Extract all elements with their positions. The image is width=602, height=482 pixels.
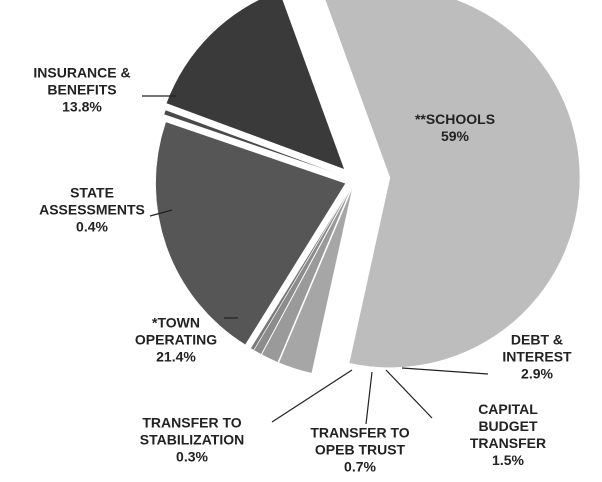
category-label: TRANSFER TO OPEB TRUST: [310, 424, 410, 458]
slice-label: **SCHOOLS 59%: [415, 111, 495, 145]
pie-slice: [253, 186, 352, 355]
category-label: TRANSFER TO STABILIZATION: [139, 414, 245, 448]
slice-label: TRANSFER TO OPEB TRUST 0.7%: [310, 425, 409, 476]
category-label: *TOWN OPERATING: [134, 314, 218, 348]
slice-label: *TOWN OPERATING 21.4%: [135, 315, 217, 366]
value-label: 21.4%: [156, 348, 196, 365]
leader-line: [401, 367, 489, 375]
leader-line: [271, 369, 353, 423]
pie-slice: [165, 0, 345, 170]
value-label: 0.4%: [76, 218, 108, 235]
leader-line: [385, 369, 433, 419]
pie-slice: [278, 187, 353, 374]
value-label: 59%: [440, 128, 470, 144]
pie-slice: [250, 186, 352, 351]
slice-label: INSURANCE & BENEFITS 13.8%: [33, 65, 130, 116]
category-label: DEBT & INTEREST: [502, 331, 572, 365]
pie-slice: [163, 109, 344, 177]
value-label: 0.3%: [176, 448, 208, 465]
value-label: 1.5%: [492, 452, 524, 468]
pie-slice: [324, 0, 581, 368]
pie-slice: [261, 187, 352, 363]
slice-label: STATE ASSESSMENTS 0.4%: [39, 185, 145, 236]
slice-label: DEBT & INTEREST 2.9%: [502, 332, 571, 383]
value-label: 0.7%: [344, 458, 376, 475]
category-label: STATE ASSESSMENTS: [39, 184, 145, 218]
category-label: **SCHOOLS: [414, 111, 496, 127]
value-label: 13.8%: [62, 98, 102, 115]
leader-line: [149, 209, 173, 217]
category-label: INSURANCE & BENEFITS: [33, 64, 131, 98]
leaders: [142, 95, 489, 425]
category-label: CAPITAL BUDGET TRANSFER: [469, 401, 547, 451]
slice-label: CAPITAL BUDGET TRANSFER 1.5%: [461, 401, 555, 469]
leader-line: [365, 371, 373, 425]
value-label: 2.9%: [521, 365, 553, 382]
slice-label: TRANSFER TO STABILIZATION 0.3%: [140, 415, 244, 466]
pie-slice: [155, 121, 346, 346]
